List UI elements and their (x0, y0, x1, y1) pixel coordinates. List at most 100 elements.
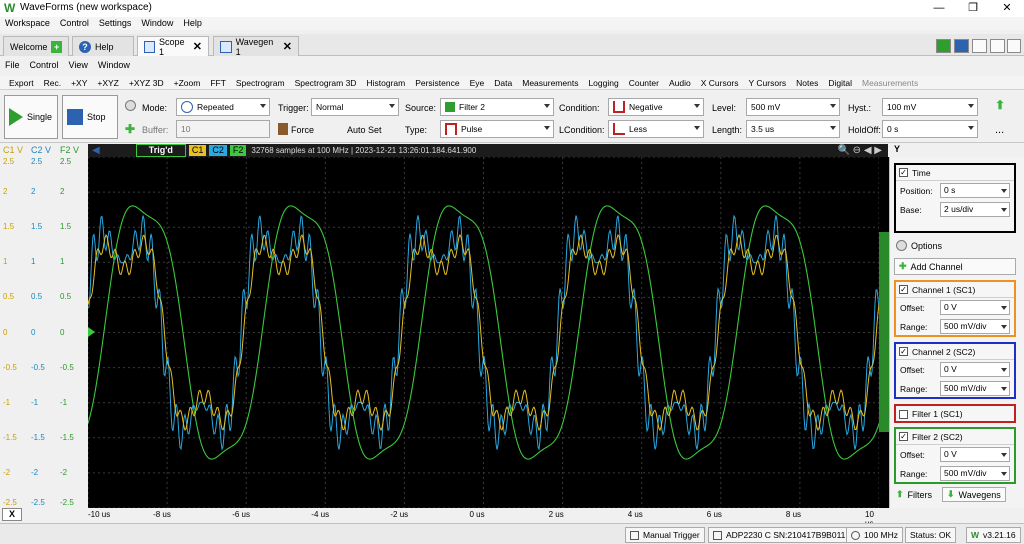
x-axis-button[interactable]: X (2, 508, 22, 521)
tab-scope-1[interactable]: Scope 1 ✕ (137, 36, 209, 57)
device-status[interactable]: ADP2230 C SN:210417B9B011 (708, 527, 851, 543)
mode-select[interactable]: Repeated (176, 98, 270, 116)
hyst-input[interactable]: 100 mV (882, 98, 978, 116)
toolbar-eye[interactable]: Eye (469, 77, 485, 88)
status-indicator[interactable]: Status: OK (905, 527, 957, 543)
menu-scope-control[interactable]: Control (29, 59, 59, 70)
menu-workspace[interactable]: Workspace (5, 18, 50, 28)
toolbar-y-cursors[interactable]: Y Cursors (748, 77, 787, 88)
toolbar-data[interactable]: Data (494, 77, 513, 88)
chevron-left-icon[interactable]: ◀ (92, 145, 100, 156)
toolbar-xyz3d[interactable]: +XYZ 3D (128, 77, 164, 88)
window-title: WaveForms (new workspace) (20, 2, 152, 13)
time-base-input[interactable]: 2 us/div (940, 202, 1010, 217)
holdoff-value: 0 s (887, 124, 899, 134)
menu-file[interactable]: File (5, 59, 20, 70)
menu-help[interactable]: Help (183, 18, 202, 28)
wavegens-tab[interactable]: ⬇ Wavegens (942, 487, 1006, 502)
length-input[interactable]: 3.5 us (746, 120, 840, 138)
run-all-icon[interactable] (936, 39, 951, 53)
f2-tag[interactable]: F2 (229, 145, 247, 156)
arrow-up-icon[interactable]: ⬆ (995, 98, 1006, 112)
c2-y-tick: 1 (31, 257, 36, 267)
mode-gear-icon[interactable] (125, 100, 136, 111)
filters-tab[interactable]: ⬆ Filters (896, 489, 932, 500)
f2-checkbox[interactable]: ✓ (899, 432, 908, 441)
manual-trigger-button[interactable]: Manual Trigger (625, 527, 705, 543)
c1-trace (88, 233, 879, 432)
autoset-button[interactable]: Auto Set (347, 125, 382, 135)
toolbar-xyz[interactable]: +XYZ (97, 77, 119, 88)
single-button[interactable]: Single (4, 95, 58, 139)
ch1-checkbox[interactable]: ✓ (899, 285, 908, 294)
f2-range-input[interactable]: 500 mV/div (940, 466, 1010, 481)
close-button[interactable]: ✕ (1002, 2, 1012, 14)
toolbar-fft[interactable]: FFT (210, 77, 226, 88)
frequency-select[interactable]: 100 MHz (846, 527, 904, 543)
ch1-offset-input[interactable]: 0 V (940, 300, 1010, 315)
stop-all-icon[interactable] (954, 39, 969, 53)
buffer-plus-icon[interactable]: ✚ (125, 122, 136, 136)
tab-close-icon[interactable]: ✕ (282, 41, 292, 53)
x-tick: 4 us (627, 510, 643, 519)
ch1-tag[interactable]: C1 (188, 145, 207, 156)
options-row[interactable]: Options (896, 240, 942, 251)
ch2-tag[interactable]: C2 (209, 145, 227, 156)
layout2-icon[interactable] (990, 39, 1005, 53)
trigger-select[interactable]: Normal (311, 98, 399, 116)
ch2-range-input[interactable]: 500 mV/div (940, 381, 1010, 396)
layout-icon[interactable] (972, 39, 987, 53)
ch2-checkbox[interactable]: ✓ (899, 347, 908, 356)
tab-help[interactable]: ? Help (72, 36, 134, 56)
add-channel-button[interactable]: ✚ Add Channel (894, 258, 1016, 275)
toolbar-zoom[interactable]: +Zoom (173, 77, 201, 88)
condition-select[interactable]: Negative (608, 98, 704, 116)
ch2-offset-input[interactable]: 0 V (940, 362, 1010, 377)
menu-window[interactable]: Window (141, 18, 174, 28)
toolbar-x-cursors[interactable]: X Cursors (700, 77, 739, 88)
toolbar-spectrogram[interactable]: Spectrogram (235, 77, 285, 88)
type-select[interactable]: Pulse (440, 120, 554, 138)
c2-y-tick: -0.5 (31, 362, 45, 372)
y-axis-button[interactable]: Y (894, 144, 901, 154)
toolbar-logging[interactable]: Logging (588, 77, 619, 88)
plot-status-bar: ◀ Trig'd C1 C2 F2 32768 samples at 100 M… (88, 144, 888, 157)
tab-welcome[interactable]: Welcome + (3, 36, 69, 56)
toolbar-persistence[interactable]: Persistence (415, 77, 460, 88)
toolbar-measurements[interactable]: Measurements (522, 77, 579, 88)
toolbar-spectrogram3d[interactable]: Spectrogram 3D (294, 77, 357, 88)
maximize-button[interactable]: ❐ (968, 2, 978, 14)
f1-checkbox[interactable] (899, 409, 908, 419)
wavegen-icon (220, 40, 232, 53)
menu-control[interactable]: Control (59, 18, 89, 28)
toolbar-export[interactable]: Export (9, 77, 34, 88)
buffer-input[interactable]: 10 (176, 120, 270, 138)
time-position-input[interactable]: 0 s (940, 183, 1010, 198)
toolbar-counter[interactable]: Counter (628, 77, 659, 88)
source-select[interactable]: Filter 2 (440, 98, 554, 116)
level-input[interactable]: 500 mV (746, 98, 840, 116)
more-button[interactable]: ... (995, 124, 1005, 136)
toolbar-rec[interactable]: Rec. (43, 77, 62, 88)
menu-scope-window[interactable]: Window (97, 59, 130, 70)
ch1-range-input[interactable]: 500 mV/div (940, 319, 1010, 334)
zoom-icons[interactable]: 🔍 ⊖ ◀ ▶ (837, 145, 882, 156)
toolbar-digital[interactable]: Digital (828, 77, 852, 88)
menu-view[interactable]: View (68, 59, 88, 70)
minimize-button[interactable]: — (933, 2, 945, 14)
menu-settings[interactable]: Settings (98, 18, 132, 28)
layout3-icon[interactable] (1007, 39, 1021, 53)
toolbar-notes[interactable]: Notes (796, 77, 819, 88)
toolbar-audio[interactable]: Audio (668, 77, 691, 88)
holdoff-input[interactable]: 0 s (882, 120, 978, 138)
force-button[interactable]: Force (291, 125, 315, 135)
oscilloscope-plot[interactable] (88, 157, 879, 508)
tab-close-icon[interactable]: ✕ (192, 41, 202, 53)
f2-offset-input[interactable]: 0 V (940, 447, 1010, 462)
time-checkbox[interactable]: ✓ (899, 168, 908, 177)
toolbar-xy[interactable]: +XY (71, 77, 88, 88)
toolbar-histogram[interactable]: Histogram (366, 77, 406, 88)
tab-wavegen-1[interactable]: Wavegen 1 ✕ (213, 36, 299, 57)
lcondition-select[interactable]: Less (608, 120, 704, 138)
stop-button[interactable]: Stop (62, 95, 118, 139)
